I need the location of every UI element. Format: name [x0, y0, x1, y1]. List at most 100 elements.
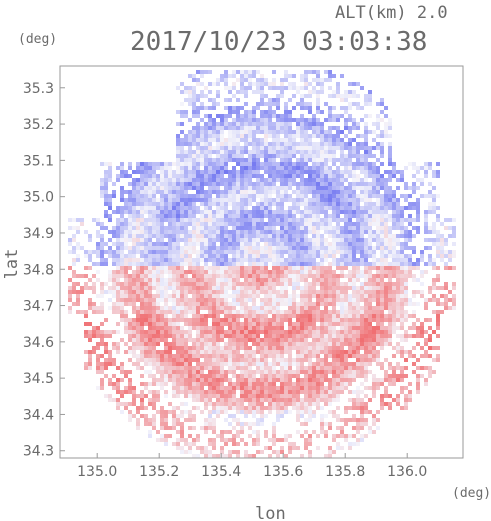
radar-cell	[180, 170, 184, 174]
radar-cell	[340, 342, 344, 346]
radar-cell	[96, 230, 100, 234]
radar-cell	[236, 118, 240, 122]
radar-cell	[324, 130, 328, 134]
radar-cell	[188, 358, 192, 362]
radar-cell	[144, 382, 148, 386]
radar-cell	[100, 366, 104, 370]
radar-cell	[308, 290, 312, 294]
radar-cell	[276, 86, 280, 90]
radar-cell	[364, 162, 368, 166]
radar-cell	[272, 98, 276, 102]
radar-cell	[192, 250, 196, 254]
radar-cell	[320, 302, 324, 306]
radar-cell	[420, 270, 424, 274]
radar-cell	[120, 258, 124, 262]
radar-cell	[76, 274, 80, 278]
radar-cell	[312, 178, 316, 182]
radar-cell	[160, 318, 164, 322]
radar-cell	[324, 226, 328, 230]
radar-cell	[384, 194, 388, 198]
radar-cell	[288, 114, 292, 118]
radar-cell	[224, 106, 228, 110]
radar-cell	[160, 246, 164, 250]
radar-cell	[348, 314, 352, 318]
radar-cell	[244, 322, 248, 326]
radar-cell	[228, 322, 232, 326]
radar-cell	[188, 102, 192, 106]
radar-cell	[304, 198, 308, 202]
radar-cell	[164, 290, 168, 294]
radar-cell	[364, 306, 368, 310]
radar-cell	[276, 234, 280, 238]
radar-cell	[312, 318, 316, 322]
radar-cell	[200, 138, 204, 142]
radar-cell	[256, 178, 260, 182]
radar-cell	[400, 242, 404, 246]
radar-cell	[216, 358, 220, 362]
radar-cell	[256, 250, 260, 254]
radar-cell	[192, 194, 196, 198]
radar-cell	[288, 342, 292, 346]
radar-cell	[240, 342, 244, 346]
radar-cell	[336, 314, 340, 318]
radar-cell	[364, 94, 368, 98]
radar-cell	[268, 166, 272, 170]
radar-cell	[316, 70, 320, 74]
radar-cell	[312, 238, 316, 242]
radar-cell	[260, 234, 264, 238]
radar-cell	[260, 178, 264, 182]
radar-cell	[204, 358, 208, 362]
radar-cell	[240, 370, 244, 374]
radar-cell	[408, 162, 412, 166]
radar-cell	[220, 174, 224, 178]
radar-cell	[348, 334, 352, 338]
radar-cell	[132, 202, 136, 206]
radar-cell	[280, 302, 284, 306]
radar-cell	[400, 178, 404, 182]
radar-cell	[212, 82, 216, 86]
radar-cell	[112, 294, 116, 298]
radar-cell	[336, 214, 340, 218]
radar-cell	[148, 170, 152, 174]
radar-cell	[276, 350, 280, 354]
radar-cell	[364, 138, 368, 142]
radar-cell	[236, 174, 240, 178]
radar-cell	[292, 326, 296, 330]
radar-cell	[144, 190, 148, 194]
radar-cell	[196, 250, 200, 254]
radar-cell	[440, 294, 444, 298]
radar-cell	[360, 366, 364, 370]
radar-cell	[412, 190, 416, 194]
radar-cell	[128, 238, 132, 242]
radar-cell	[184, 298, 188, 302]
radar-cell	[148, 354, 152, 358]
radar-cell	[188, 374, 192, 378]
radar-cell	[224, 266, 228, 270]
radar-cell	[304, 314, 308, 318]
radar-cell	[260, 270, 264, 274]
radar-cell	[248, 338, 252, 342]
radar-cell	[220, 154, 224, 158]
radar-cell	[352, 366, 356, 370]
radar-cell	[300, 178, 304, 182]
radar-cell	[220, 262, 224, 266]
radar-cell	[288, 130, 292, 134]
radar-cell	[224, 334, 228, 338]
radar-cell	[356, 286, 360, 290]
radar-cell	[96, 326, 100, 330]
radar-cell	[240, 286, 244, 290]
radar-cell	[240, 282, 244, 286]
radar-cell	[276, 306, 280, 310]
radar-cell	[184, 226, 188, 230]
radar-cell	[308, 94, 312, 98]
radar-cell	[320, 198, 324, 202]
radar-cell	[196, 178, 200, 182]
radar-cell	[200, 194, 204, 198]
radar-cell	[352, 262, 356, 266]
radar-cell	[276, 354, 280, 358]
radar-cell	[284, 358, 288, 362]
radar-cell	[392, 382, 396, 386]
radar-cell	[208, 302, 212, 306]
radar-cell	[132, 298, 136, 302]
